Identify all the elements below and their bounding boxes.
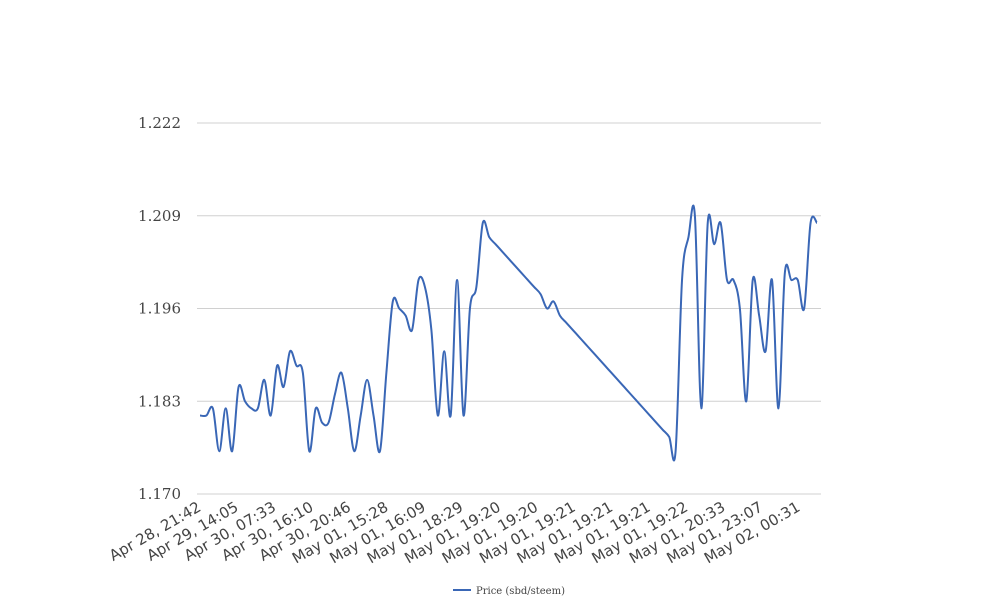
y-tick-label: 1.196	[138, 300, 181, 318]
series-lines	[199, 204, 818, 462]
y-tick-label: 1.209	[138, 207, 181, 225]
y-axis-ticks: 1.170 1.183 1.196 1.209 1.222	[138, 114, 181, 503]
series-line-price	[199, 204, 818, 462]
y-tick-label: 1.222	[138, 114, 181, 132]
legend: Price (sbd/steem)	[453, 586, 565, 597]
gridlines	[197, 122, 821, 495]
y-tick-label: 1.183	[138, 392, 181, 410]
y-tick-label: 1.170	[138, 485, 181, 503]
legend-label: Price (sbd/steem)	[476, 586, 565, 597]
